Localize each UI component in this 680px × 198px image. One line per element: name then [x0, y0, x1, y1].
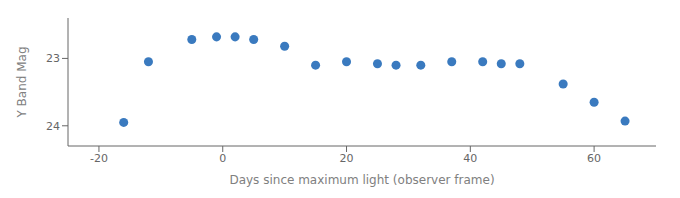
svg-text:24: 24: [46, 120, 60, 133]
svg-text:-20: -20: [90, 152, 108, 165]
svg-text:40: 40: [463, 152, 477, 165]
svg-text:Days since maximum light (obse: Days since maximum light (observer frame…: [229, 173, 494, 187]
svg-text:Y Band Mag: Y Band Mag: [15, 46, 29, 118]
svg-text:23: 23: [46, 52, 60, 65]
svg-text:20: 20: [340, 152, 354, 165]
svg-text:0: 0: [219, 152, 226, 165]
svg-text:60: 60: [587, 152, 601, 165]
